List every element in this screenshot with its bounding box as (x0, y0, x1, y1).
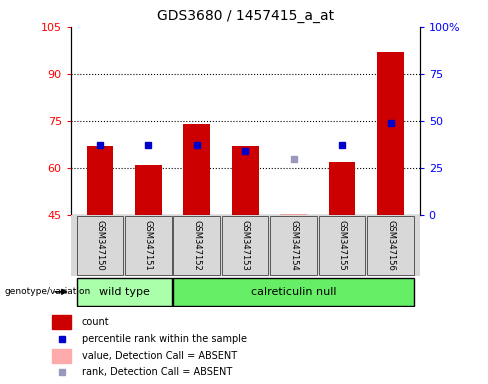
Text: GSM347150: GSM347150 (95, 220, 104, 271)
Text: genotype/variation: genotype/variation (5, 287, 91, 296)
Text: GSM347153: GSM347153 (241, 220, 250, 271)
Text: count: count (82, 317, 110, 327)
Bar (183, 124, 210, 215)
Text: percentile rank within the sample: percentile rank within the sample (82, 334, 247, 344)
Bar (222, 216, 268, 275)
Bar (367, 216, 414, 275)
Bar (232, 146, 259, 215)
Text: calreticulin null: calreticulin null (251, 287, 336, 297)
Text: GSM347151: GSM347151 (144, 220, 153, 271)
Bar (52, 315, 71, 329)
Bar (52, 349, 71, 363)
Bar (329, 162, 355, 215)
Bar (77, 216, 123, 275)
Bar (280, 214, 307, 215)
Bar (135, 165, 162, 215)
Bar (77, 278, 172, 306)
Bar (174, 278, 414, 306)
Text: GSM347152: GSM347152 (192, 220, 201, 271)
Bar (270, 216, 317, 275)
Bar (319, 216, 366, 275)
Title: GDS3680 / 1457415_a_at: GDS3680 / 1457415_a_at (157, 9, 334, 23)
Bar (86, 146, 113, 215)
Text: GSM347155: GSM347155 (338, 220, 346, 271)
Bar (174, 216, 220, 275)
Bar (377, 52, 404, 215)
Text: value, Detection Call = ABSENT: value, Detection Call = ABSENT (82, 351, 237, 361)
Text: GSM347156: GSM347156 (386, 220, 395, 271)
Text: rank, Detection Call = ABSENT: rank, Detection Call = ABSENT (82, 367, 232, 377)
Text: GSM347154: GSM347154 (289, 220, 298, 271)
Bar (125, 216, 172, 275)
Text: wild type: wild type (99, 287, 149, 297)
